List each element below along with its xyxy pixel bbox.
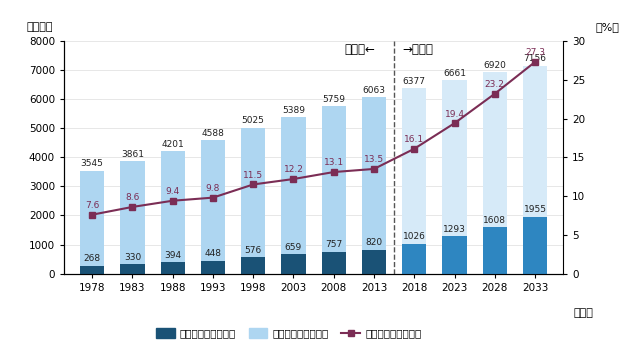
Text: 12.2: 12.2 xyxy=(284,166,303,174)
Text: 7156: 7156 xyxy=(524,54,547,63)
Text: 576: 576 xyxy=(244,246,262,254)
Text: 1293: 1293 xyxy=(443,225,466,234)
Bar xyxy=(483,73,507,274)
Bar xyxy=(241,257,266,274)
Bar xyxy=(120,161,145,274)
Bar xyxy=(322,106,346,274)
Bar xyxy=(322,252,346,274)
Text: （%）: （%） xyxy=(596,22,620,32)
Text: 13.1: 13.1 xyxy=(324,158,344,167)
Text: 659: 659 xyxy=(285,243,302,252)
Text: 19.4: 19.4 xyxy=(445,109,465,119)
Bar xyxy=(201,261,225,274)
Bar xyxy=(523,66,547,274)
Text: 13.5: 13.5 xyxy=(364,155,384,164)
Bar xyxy=(161,152,185,274)
Bar xyxy=(120,264,145,274)
Text: 757: 757 xyxy=(325,240,342,249)
Bar xyxy=(362,97,386,274)
Text: 9.8: 9.8 xyxy=(206,184,220,193)
Bar xyxy=(402,88,426,274)
Text: 7.6: 7.6 xyxy=(85,201,99,210)
Text: 268: 268 xyxy=(84,254,100,263)
Bar xyxy=(362,250,386,274)
Text: 330: 330 xyxy=(124,253,141,262)
Text: 4588: 4588 xyxy=(202,129,225,138)
Text: 5389: 5389 xyxy=(282,106,305,115)
Text: 448: 448 xyxy=(204,249,221,258)
Text: 27.3: 27.3 xyxy=(525,48,545,57)
Text: 16.1: 16.1 xyxy=(404,135,424,144)
Text: →予測値: →予測値 xyxy=(402,43,433,56)
Text: 9.4: 9.4 xyxy=(166,187,180,196)
Legend: 空き家数（左目盛）, 総住宅数（左目盛）, 空き家率（右目盛）: 空き家数（左目盛）, 総住宅数（左目盛）, 空き家率（右目盛） xyxy=(152,324,426,342)
Bar xyxy=(282,117,305,274)
Text: 1026: 1026 xyxy=(403,233,426,241)
Bar xyxy=(161,262,185,274)
Text: 6661: 6661 xyxy=(443,69,466,78)
Bar xyxy=(442,80,467,274)
Text: 3545: 3545 xyxy=(81,159,104,168)
Text: 5025: 5025 xyxy=(242,116,265,125)
Text: 6063: 6063 xyxy=(362,86,385,95)
Bar xyxy=(241,128,266,274)
Text: 4201: 4201 xyxy=(161,140,184,149)
Text: 5759: 5759 xyxy=(322,95,345,104)
Bar xyxy=(80,171,104,274)
Bar xyxy=(442,236,467,274)
Text: 23.2: 23.2 xyxy=(485,80,505,89)
Bar xyxy=(201,140,225,274)
Bar xyxy=(402,244,426,274)
Text: 394: 394 xyxy=(164,251,181,260)
Text: 1955: 1955 xyxy=(524,206,547,214)
Bar xyxy=(80,266,104,274)
Text: （年）: （年） xyxy=(573,308,593,318)
Text: 1608: 1608 xyxy=(483,215,506,225)
Bar xyxy=(483,227,507,274)
Text: （万戸）: （万戸） xyxy=(26,22,53,32)
Text: 820: 820 xyxy=(365,238,383,248)
Text: 実績値←: 実績値← xyxy=(345,43,376,56)
Text: 6377: 6377 xyxy=(403,77,426,86)
Bar xyxy=(282,254,305,274)
Text: 8.6: 8.6 xyxy=(125,193,140,202)
Text: 11.5: 11.5 xyxy=(243,171,263,180)
Text: 6920: 6920 xyxy=(483,61,506,70)
Text: 3861: 3861 xyxy=(121,150,144,159)
Bar xyxy=(523,217,547,274)
